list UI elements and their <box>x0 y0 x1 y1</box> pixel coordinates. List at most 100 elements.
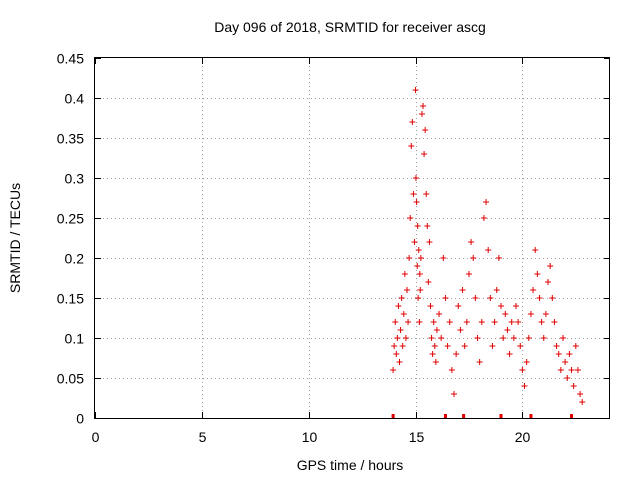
plot-frame <box>94 57 610 419</box>
data-point <box>480 215 487 221</box>
data-point <box>421 151 428 157</box>
data-point <box>542 311 549 317</box>
data-point <box>407 215 414 221</box>
data-point <box>491 319 498 325</box>
data-point <box>432 359 439 365</box>
data-point <box>489 343 496 349</box>
data-point <box>422 127 429 133</box>
data-point <box>427 303 434 309</box>
zero-marker <box>391 414 395 419</box>
data-point <box>530 287 537 293</box>
y-tick-label: 0.15 <box>57 291 84 307</box>
data-point <box>574 367 581 373</box>
data-point <box>448 367 455 373</box>
data-point <box>564 375 571 381</box>
data-point <box>461 343 468 349</box>
data-point <box>430 319 437 325</box>
data-point <box>395 303 402 309</box>
data-point <box>547 263 554 269</box>
y-tick-label: 0.4 <box>65 91 85 107</box>
data-point <box>568 367 575 373</box>
data-point <box>551 319 558 325</box>
data-point <box>424 223 431 229</box>
data-point <box>415 295 422 301</box>
y-tick-label: 0.2 <box>65 251 85 267</box>
data-point <box>416 319 423 325</box>
data-point <box>472 295 479 301</box>
data-point <box>525 335 532 341</box>
data-point <box>418 111 425 117</box>
data-point <box>399 343 406 349</box>
data-point <box>426 239 433 245</box>
data-point <box>403 287 410 293</box>
zero-marker <box>462 414 466 419</box>
y-tick-label: 0 <box>76 411 84 427</box>
data-point <box>396 359 403 365</box>
data-point <box>401 271 408 277</box>
data-point <box>462 414 466 419</box>
x-tick-label: 0 <box>92 429 100 445</box>
data-point <box>572 343 579 349</box>
x-tick-label: 15 <box>409 429 425 445</box>
data-point <box>405 319 412 325</box>
data-point <box>555 351 562 357</box>
data-point <box>459 287 466 293</box>
data-point <box>508 319 515 325</box>
data-point <box>570 414 574 419</box>
data-point <box>476 359 483 365</box>
data-point <box>457 327 464 333</box>
chart-title: Day 096 of 2018, SRMTID for receiver asc… <box>214 19 486 35</box>
data-point <box>410 191 417 197</box>
data-point <box>453 351 460 357</box>
data-point <box>442 295 449 301</box>
data-point <box>504 327 511 333</box>
data-point <box>562 359 569 365</box>
x-tick-labels: 0 5 10 15 20 <box>92 429 531 445</box>
y-tick-label: 0.45 <box>57 51 84 67</box>
data-point <box>553 343 560 349</box>
data-point <box>431 343 438 349</box>
data-point <box>423 191 430 197</box>
data-point <box>398 295 405 301</box>
zero-marker <box>570 414 574 419</box>
data-point <box>413 199 420 205</box>
data-point <box>557 367 564 373</box>
zero-marker <box>499 414 503 419</box>
data-point <box>429 351 436 357</box>
data-point <box>515 319 522 325</box>
data-point <box>390 367 397 373</box>
data-point <box>512 303 519 309</box>
data-point <box>549 295 556 301</box>
data-point <box>566 351 573 357</box>
data-point <box>523 359 530 365</box>
data-point <box>540 335 547 341</box>
data-point <box>438 335 445 341</box>
data-point <box>506 351 513 357</box>
data-point <box>425 279 432 285</box>
data-point <box>493 287 500 293</box>
data-point <box>536 295 543 301</box>
data-point <box>391 343 398 349</box>
data-point <box>534 271 541 277</box>
data-point <box>510 335 517 341</box>
x-tick-label: 10 <box>302 429 318 445</box>
data-point <box>474 335 481 341</box>
data-point <box>517 343 524 349</box>
data-point <box>411 239 418 245</box>
data-point <box>451 391 458 397</box>
data-point <box>502 311 509 317</box>
data-point <box>527 311 534 317</box>
data-point <box>408 143 415 149</box>
data-point <box>446 319 453 325</box>
data-point <box>498 303 505 309</box>
data-point <box>400 311 407 317</box>
data-point <box>468 239 475 245</box>
data-point <box>538 319 545 325</box>
data-point <box>519 367 526 373</box>
data-point <box>414 223 421 229</box>
data-point <box>443 414 447 419</box>
data-point <box>463 319 470 325</box>
data-point <box>465 271 472 277</box>
y-tick-label: 0.35 <box>57 131 84 147</box>
data-point <box>415 247 422 253</box>
